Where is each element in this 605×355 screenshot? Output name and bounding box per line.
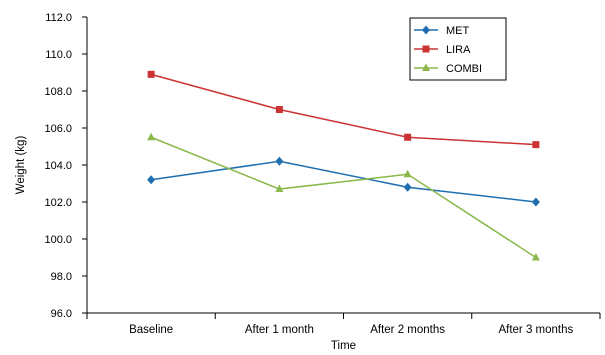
series-line-met: [151, 160, 536, 203]
y-axis-title: Weight (kg): [15, 136, 27, 195]
data-point-met: [531, 197, 540, 207]
legend-marker-combi: [422, 63, 430, 71]
data-point-combi: [275, 184, 284, 193]
x-category-label: After 3 months: [498, 324, 573, 336]
legend-item-combi: COMBI: [414, 63, 482, 75]
y-tick-label: 100.0: [44, 234, 72, 246]
data-point-met: [275, 156, 284, 166]
series-line-combi: [150, 136, 537, 259]
legend-item-lira: LIRA: [414, 44, 471, 56]
data-point-combi: [147, 132, 156, 141]
x-axis: Baseline After 1 month After 2 months After…: [86, 312, 601, 336]
legend-marker-lira: [422, 45, 430, 53]
legend-label-met: MET: [446, 25, 470, 37]
y-tick-label: 112.0: [45, 12, 72, 24]
y-axis: 96.0 98.0 100.0 102.0 104.0 106.0 108.0 110.0 11…: [44, 12, 88, 320]
x-category-label: After 2 months: [370, 324, 445, 336]
legend-marker-met: [422, 25, 430, 35]
y-tick-label: 106.0: [44, 123, 72, 135]
data-point-met: [147, 175, 156, 185]
series-combi: [147, 132, 540, 261]
series-line-lira: [150, 73, 536, 146]
series-lira: [147, 70, 540, 149]
x-category-label: Baseline: [129, 324, 173, 336]
series-met: [147, 156, 540, 207]
y-tick-label: 96.0: [51, 308, 72, 320]
legend-label-lira: LIRA: [446, 44, 471, 56]
data-point-lira: [275, 106, 283, 113]
y-tick-label: 102.0: [44, 197, 72, 209]
legend: MET LIRA COMBI: [409, 17, 507, 81]
data-point-met: [403, 182, 412, 192]
y-tick-label: 108.0: [44, 86, 72, 98]
x-axis-title: Time: [331, 340, 356, 352]
y-tick-label: 104.0: [44, 160, 72, 172]
legend-label-combi: COMBI: [446, 63, 482, 75]
data-point-combi: [403, 169, 412, 178]
data-point-lira: [532, 141, 540, 149]
data-point-lira: [404, 133, 412, 141]
legend-item-met: MET: [414, 25, 470, 37]
data-point-combi: [531, 253, 540, 261]
data-point-lira: [147, 70, 155, 78]
series-layer: [147, 70, 540, 261]
y-tick-label: 98.0: [51, 271, 72, 283]
y-tick-label: 110.0: [45, 49, 72, 61]
x-category-label: After 1 month: [245, 324, 314, 336]
